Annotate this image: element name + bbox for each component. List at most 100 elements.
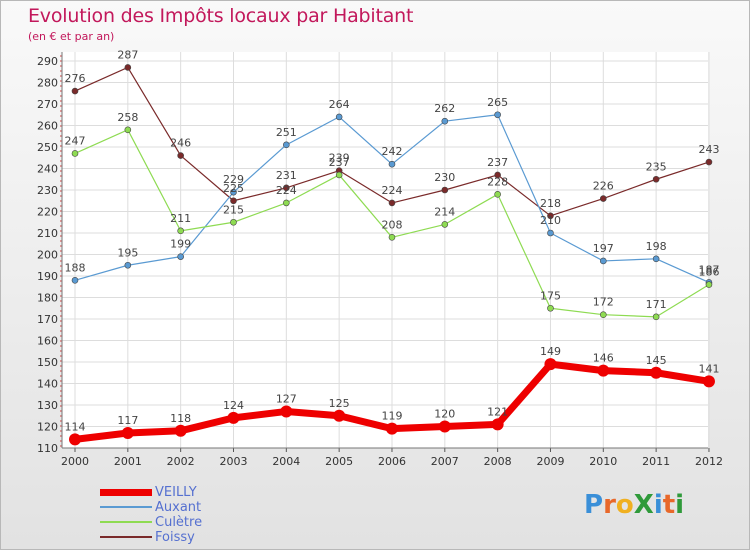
data-point <box>227 411 240 424</box>
data-label: 229 <box>223 173 244 186</box>
plot-area <box>62 52 708 448</box>
data-point <box>494 191 501 198</box>
data-label: 276 <box>65 72 86 85</box>
data-label: 247 <box>65 134 86 147</box>
data-label: 114 <box>65 420 86 433</box>
x-tick-label: 2008 <box>484 455 512 468</box>
data-label: 215 <box>223 203 244 216</box>
data-label: 188 <box>65 261 86 274</box>
data-label: 218 <box>540 197 561 210</box>
data-label: 265 <box>487 96 508 109</box>
y-tick-label: 120 <box>37 421 58 434</box>
data-point <box>283 141 290 149</box>
data-label: 199 <box>170 238 191 251</box>
y-tick-label: 250 <box>37 141 58 154</box>
x-tick-label: 2006 <box>378 455 406 468</box>
proxiti-logo: ProXiti <box>584 490 685 520</box>
data-point <box>705 158 713 166</box>
data-point <box>385 422 398 435</box>
legend-label: VEILLY <box>155 485 197 500</box>
data-point <box>547 212 554 220</box>
chart-title: Evolution des Impôts locaux par Habitant <box>28 5 414 27</box>
data-point <box>71 87 79 95</box>
data-label: 237 <box>329 156 350 169</box>
data-label: 171 <box>646 298 667 311</box>
data-label: 146 <box>593 352 614 365</box>
data-point <box>124 261 132 269</box>
x-tick-label: 2000 <box>61 455 89 468</box>
data-point <box>705 281 713 288</box>
data-point <box>280 405 293 418</box>
data-point <box>652 175 660 183</box>
data-point <box>230 188 237 196</box>
data-label: 224 <box>276 184 297 197</box>
data-point <box>494 171 501 179</box>
data-point <box>71 150 79 157</box>
data-point <box>124 64 132 71</box>
data-label: 211 <box>170 212 191 225</box>
x-tick-label: 2010 <box>589 455 617 468</box>
data-point <box>652 313 660 321</box>
y-tick-label: 150 <box>37 356 58 369</box>
data-label: 237 <box>487 156 508 169</box>
data-point <box>388 199 396 207</box>
data-label: 175 <box>540 289 561 302</box>
data-label: 197 <box>593 242 614 255</box>
y-tick-label: 240 <box>37 163 58 176</box>
data-point <box>599 311 607 319</box>
y-tick-label: 130 <box>37 399 58 412</box>
x-tick-label: 2011 <box>642 455 670 468</box>
y-tick-label: 230 <box>37 184 58 197</box>
data-point <box>124 126 132 134</box>
data-point <box>121 426 134 439</box>
data-point <box>547 304 554 312</box>
data-label: 198 <box>646 240 667 253</box>
data-label: 243 <box>698 143 719 156</box>
y-tick-label: 280 <box>37 77 58 90</box>
y-tick-label: 110 <box>37 442 58 455</box>
data-label: 172 <box>593 296 614 309</box>
data-label: 225 <box>223 182 244 195</box>
data-point <box>597 364 610 377</box>
data-label: 264 <box>329 98 350 111</box>
data-label: 127 <box>276 392 297 405</box>
y-tick-label: 140 <box>37 378 58 391</box>
x-tick-label: 2009 <box>536 455 564 468</box>
data-label: 226 <box>593 180 614 193</box>
data-point <box>174 424 187 437</box>
data-label: 246 <box>170 137 191 150</box>
legend-swatch <box>100 536 152 538</box>
data-label: 231 <box>276 169 297 182</box>
data-label: 239 <box>329 152 350 165</box>
data-point <box>388 234 396 241</box>
data-point <box>702 375 715 388</box>
legend-label: Culètre <box>155 515 203 530</box>
y-tick-label: 220 <box>37 206 58 219</box>
data-point <box>177 227 184 235</box>
data-label: 224 <box>381 184 402 197</box>
data-label: 141 <box>698 362 719 375</box>
legend-swatch <box>100 521 152 523</box>
data-label: 124 <box>223 399 244 412</box>
legend-label: Auxant <box>155 500 202 515</box>
data-point <box>494 111 501 119</box>
y-tick-label: 190 <box>37 270 58 283</box>
data-point <box>388 160 396 168</box>
data-label: 214 <box>434 205 455 218</box>
chart-subtitle: (en € et par an) <box>28 30 115 43</box>
data-point <box>650 366 663 379</box>
data-point <box>599 257 607 265</box>
data-point <box>71 276 79 284</box>
data-point <box>441 117 449 125</box>
data-point <box>230 218 237 226</box>
data-label: 145 <box>646 354 667 367</box>
data-point <box>283 199 290 207</box>
data-label: 149 <box>540 345 561 358</box>
y-tick-label: 160 <box>37 335 58 348</box>
data-point <box>652 255 660 263</box>
data-point <box>491 418 504 431</box>
data-point <box>599 195 607 202</box>
y-tick-label: 200 <box>37 249 58 262</box>
data-label: 230 <box>434 171 455 184</box>
data-point <box>335 113 343 121</box>
